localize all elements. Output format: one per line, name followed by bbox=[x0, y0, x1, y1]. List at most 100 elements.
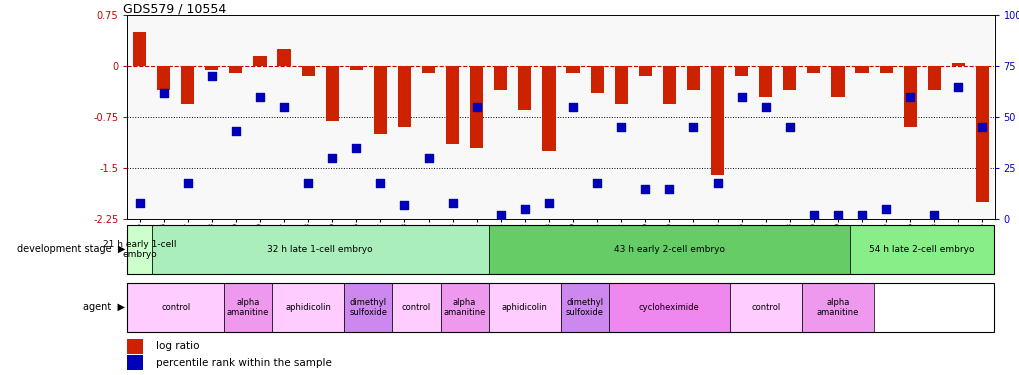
Text: control: control bbox=[161, 303, 191, 312]
Text: 54 h late 2-cell embryo: 54 h late 2-cell embryo bbox=[868, 245, 974, 254]
Point bbox=[781, 124, 797, 130]
Bar bbox=[758, 66, 771, 97]
Bar bbox=[373, 66, 386, 134]
Bar bbox=[638, 66, 651, 76]
Text: alpha
amanitine: alpha amanitine bbox=[443, 298, 485, 317]
Point bbox=[444, 200, 461, 206]
Point bbox=[468, 104, 484, 110]
Bar bbox=[127, 339, 143, 354]
Bar bbox=[878, 66, 892, 73]
Bar bbox=[830, 66, 844, 97]
Point bbox=[925, 212, 942, 218]
Bar bbox=[440, 283, 488, 332]
Point bbox=[347, 145, 364, 151]
Bar bbox=[735, 66, 748, 76]
Bar bbox=[157, 66, 170, 90]
Point bbox=[396, 202, 413, 208]
Bar bbox=[614, 66, 628, 104]
Bar bbox=[662, 66, 676, 104]
Bar bbox=[975, 66, 988, 203]
Bar bbox=[903, 66, 916, 128]
Bar bbox=[127, 355, 143, 370]
Text: GDS579 / 10554: GDS579 / 10554 bbox=[123, 2, 226, 15]
Point bbox=[973, 124, 989, 130]
Bar bbox=[397, 66, 411, 128]
Point bbox=[565, 104, 581, 110]
Bar bbox=[422, 66, 435, 73]
Point bbox=[204, 74, 220, 80]
Bar bbox=[806, 66, 819, 73]
Bar bbox=[951, 63, 964, 66]
Bar bbox=[686, 66, 699, 90]
Bar bbox=[127, 225, 152, 274]
Bar bbox=[277, 49, 290, 66]
Bar bbox=[229, 66, 243, 73]
Bar bbox=[488, 283, 560, 332]
Point bbox=[805, 212, 821, 218]
Bar bbox=[710, 66, 723, 175]
Bar bbox=[542, 66, 555, 151]
Point bbox=[901, 94, 917, 100]
Point bbox=[131, 200, 148, 206]
Point bbox=[227, 129, 244, 135]
Text: 43 h early 2-cell embryo: 43 h early 2-cell embryo bbox=[613, 245, 725, 254]
Text: aphidicolin: aphidicolin bbox=[285, 303, 331, 312]
Point bbox=[733, 94, 749, 100]
Text: log ratio: log ratio bbox=[156, 341, 200, 351]
Text: aphidicolin: aphidicolin bbox=[501, 303, 547, 312]
Point bbox=[252, 94, 268, 100]
Point bbox=[757, 104, 773, 110]
Bar bbox=[801, 283, 873, 332]
Text: cycloheximide: cycloheximide bbox=[638, 303, 699, 312]
Bar bbox=[855, 66, 868, 73]
Text: control: control bbox=[401, 303, 431, 312]
Point bbox=[612, 124, 629, 130]
Bar bbox=[272, 283, 344, 332]
Text: percentile rank within the sample: percentile rank within the sample bbox=[156, 358, 331, 368]
Bar bbox=[518, 66, 531, 110]
Bar bbox=[783, 66, 796, 90]
Point bbox=[685, 124, 701, 130]
Bar bbox=[470, 66, 483, 148]
Bar bbox=[566, 66, 579, 73]
Point bbox=[300, 180, 316, 186]
Point bbox=[660, 186, 677, 192]
Bar bbox=[488, 225, 849, 274]
Bar bbox=[590, 66, 603, 93]
Bar bbox=[560, 283, 608, 332]
Bar bbox=[445, 66, 459, 144]
Bar bbox=[729, 283, 801, 332]
Point bbox=[540, 200, 556, 206]
Bar bbox=[350, 66, 363, 69]
Text: 21 h early 1-cell
embryo: 21 h early 1-cell embryo bbox=[103, 240, 176, 259]
Point bbox=[179, 180, 196, 186]
Point bbox=[324, 155, 340, 161]
Text: dimethyl
sulfoxide: dimethyl sulfoxide bbox=[566, 298, 603, 317]
Bar bbox=[152, 225, 488, 274]
Bar bbox=[344, 283, 392, 332]
Bar bbox=[127, 283, 223, 332]
Bar bbox=[132, 32, 146, 66]
Bar bbox=[253, 56, 266, 66]
Point bbox=[950, 84, 966, 90]
Bar bbox=[223, 283, 272, 332]
Point bbox=[492, 212, 508, 218]
Text: agent  ▶: agent ▶ bbox=[84, 303, 125, 312]
Text: development stage  ▶: development stage ▶ bbox=[17, 244, 125, 254]
Point bbox=[637, 186, 653, 192]
Bar bbox=[302, 66, 315, 76]
Bar bbox=[926, 66, 940, 90]
Bar bbox=[205, 66, 218, 69]
Text: alpha
amanitine: alpha amanitine bbox=[226, 298, 269, 317]
Text: alpha
amanitine: alpha amanitine bbox=[816, 298, 858, 317]
Point bbox=[420, 155, 436, 161]
Bar bbox=[608, 283, 729, 332]
Point bbox=[517, 206, 533, 212]
Bar bbox=[325, 66, 338, 121]
Text: control: control bbox=[750, 303, 780, 312]
Point bbox=[588, 180, 604, 186]
Point bbox=[829, 212, 846, 218]
Bar bbox=[849, 225, 994, 274]
Point bbox=[708, 180, 725, 186]
Point bbox=[155, 90, 171, 96]
